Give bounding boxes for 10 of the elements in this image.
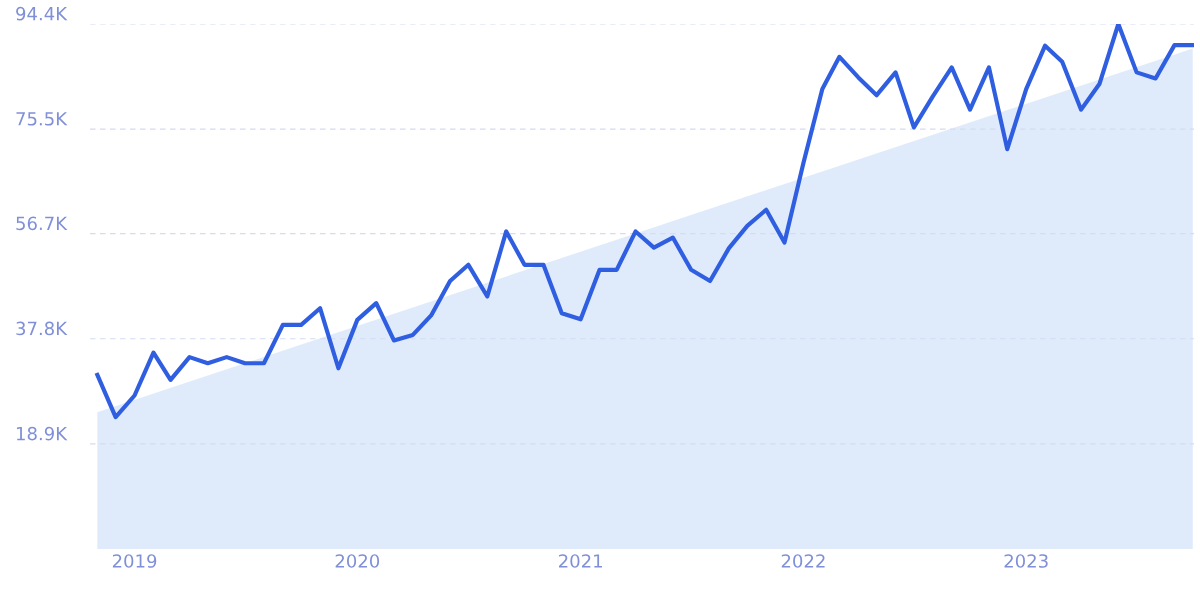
x-tick-label: 2022 [781,554,825,568]
x-tick-label: 2023 [1004,554,1048,568]
y-tick-label: 94.4K [16,6,68,21]
x-tick-label: 2020 [335,554,380,568]
y-tick-label: 18.9K [16,426,68,441]
x-tick-label: 2019 [112,554,157,568]
x-tick-label: 2021 [559,554,602,568]
y-tick-label: 75.5K [16,112,68,126]
y-tick-label: 56.7K [16,216,68,231]
y-tick-label: 37.8K [16,321,68,336]
